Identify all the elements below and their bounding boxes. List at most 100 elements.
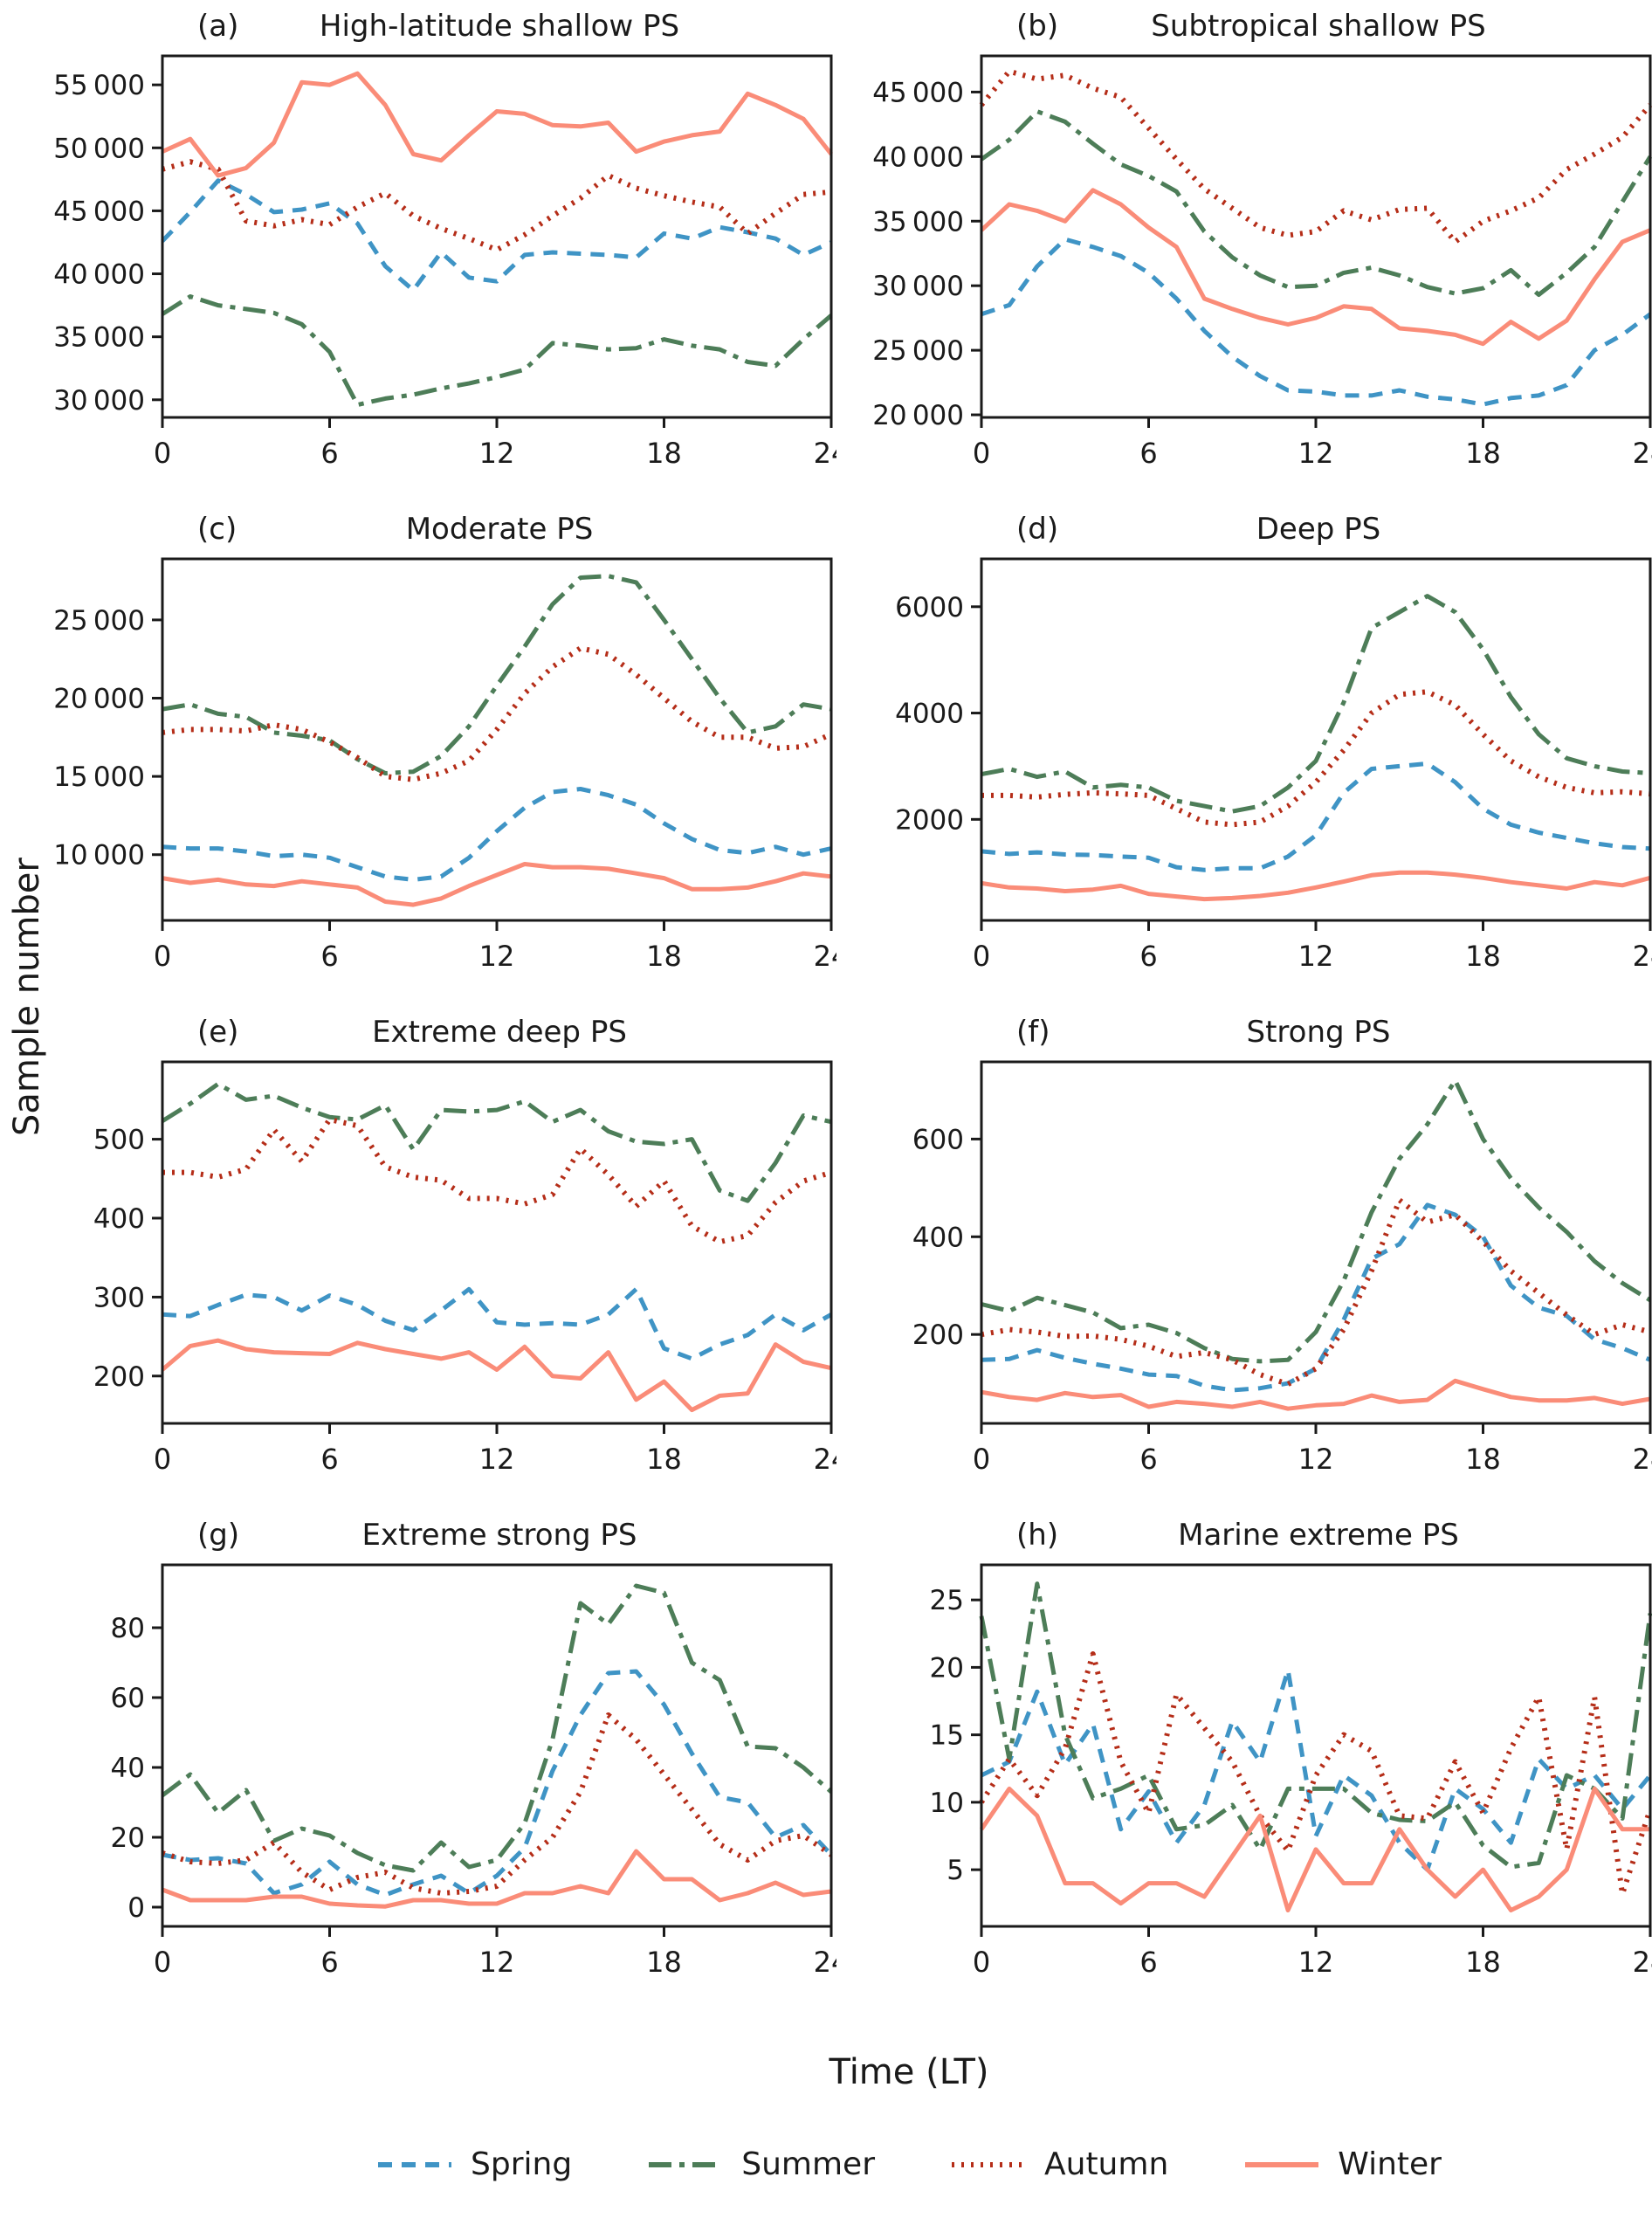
y-tick-label: 10 xyxy=(930,1788,964,1819)
plot-border xyxy=(161,1563,833,1928)
y-tick-label: 300 xyxy=(93,1282,145,1313)
plot-border xyxy=(980,1060,1652,1425)
x-tick-label: 0 xyxy=(154,437,171,468)
y-tick-label: 200 xyxy=(912,1319,964,1351)
y-tick-label: 20 000 xyxy=(872,400,964,431)
panel-h-plot: 5 10 15 20 25 0 6 12 18 24 xyxy=(930,1563,1652,1977)
panel-b-plot: 20 000 25 000 30 000 35 000 40 000 45 000 0 6 12… xyxy=(872,54,1652,468)
y-tick-label: 45 000 xyxy=(872,77,964,108)
panel-title: Deep PS xyxy=(1256,512,1381,547)
y-tick-label: 500 xyxy=(93,1125,145,1156)
winter-line-swatch xyxy=(1245,2161,1319,2167)
y-tick-label: 35 000 xyxy=(53,322,145,354)
panel-letter: (c) xyxy=(197,512,237,547)
legend: Spring Summer Autumn Winter xyxy=(0,2146,1652,2182)
plot-border xyxy=(161,54,833,419)
x-tick-label: 6 xyxy=(1139,1443,1157,1474)
y-tick-label: 30 000 xyxy=(872,271,964,302)
legend-label-autumn: Autumn xyxy=(1044,2146,1169,2182)
series-line-autumn xyxy=(162,1712,833,1896)
series-line-autumn xyxy=(162,645,833,782)
legend-item-winter: Winter xyxy=(1243,2146,1442,2182)
panel-e-header: (e) Extreme deep PS xyxy=(51,1011,836,1057)
x-tick-label: 6 xyxy=(1139,437,1157,468)
spring-line-swatch xyxy=(378,2161,452,2167)
x-tick-label: 12 xyxy=(479,1443,515,1474)
y-tick-label: 400 xyxy=(93,1203,145,1235)
panel-d-header: (d) Deep PS xyxy=(870,508,1652,554)
autumn-line-swatch xyxy=(952,2161,1025,2167)
series-line-summer xyxy=(161,1583,833,1873)
x-tick-label: 18 xyxy=(1465,437,1501,468)
panel-letter: (a) xyxy=(197,9,239,44)
y-tick-label: 6000 xyxy=(895,592,964,623)
x-tick-label: 6 xyxy=(320,1443,338,1474)
series-line-summer xyxy=(981,594,1651,814)
y-tick-label: 40 000 xyxy=(872,141,964,173)
panel-letter: (e) xyxy=(197,1015,239,1050)
panel-d: (d) Deep PS 2000 4000 6000 0 6 12 18 24 xyxy=(870,508,1652,971)
panel-f: (f) Strong PS 200 400 600 0 6 12 18 24 xyxy=(870,1011,1652,1474)
x-tick-label: 24 xyxy=(814,1443,836,1474)
series-line-winter xyxy=(981,870,1651,902)
panel-title: High-latitude shallow PS xyxy=(319,9,680,44)
y-tick-label: 4000 xyxy=(895,699,964,730)
y-tick-label: 10 000 xyxy=(53,840,145,871)
legend-label-summer: Summer xyxy=(741,2146,875,2182)
y-tick-label: 5 xyxy=(946,1855,964,1886)
panel-letter: (b) xyxy=(1016,9,1059,44)
x-tick-label: 0 xyxy=(154,940,171,971)
x-tick-label: 6 xyxy=(1139,940,1157,971)
x-tick-label: 18 xyxy=(1465,1443,1501,1474)
x-tick-label: 24 xyxy=(1633,1946,1652,1977)
panel-e-plot: 200 300 400 500 0 6 12 18 24 xyxy=(93,1060,836,1474)
series-line-autumn xyxy=(981,1197,1651,1388)
x-tick-label: 18 xyxy=(646,1946,682,1977)
panel-b: (b) Subtropical shallow PS 20 000 25 000 3… xyxy=(870,5,1652,468)
panel-letter: (d) xyxy=(1016,512,1059,547)
panel-h-header: (h) Marine extreme PS xyxy=(870,1514,1652,1560)
y-tick-label: 200 xyxy=(93,1361,145,1393)
x-tick-label: 0 xyxy=(154,1946,171,1977)
y-tick-label: 15 xyxy=(930,1720,964,1752)
x-tick-label: 18 xyxy=(646,1443,682,1474)
x-tick-label: 12 xyxy=(1298,940,1334,971)
x-tick-label: 18 xyxy=(1465,940,1501,971)
panel-d-plot: 2000 4000 6000 0 6 12 18 24 xyxy=(895,557,1652,971)
y-tick-label: 25 000 xyxy=(53,605,145,637)
series-line-winter xyxy=(161,71,833,178)
series-line-spring xyxy=(981,237,1652,407)
x-tick-label: 0 xyxy=(973,437,990,468)
series-line-spring xyxy=(162,1286,833,1361)
x-tick-label: 12 xyxy=(1298,1443,1334,1474)
plot-border xyxy=(980,54,1652,419)
y-tick-label: 55 000 xyxy=(53,70,145,101)
series-line-autumn xyxy=(979,1651,1652,1897)
series-line-winter xyxy=(979,1786,1650,1912)
x-tick-label: 24 xyxy=(814,437,836,468)
x-tick-label: 6 xyxy=(1139,1946,1157,1977)
y-tick-label: 2000 xyxy=(895,804,964,836)
x-tick-label: 6 xyxy=(320,940,338,971)
x-tick-label: 18 xyxy=(646,940,682,971)
panel-a-plot: 30 000 35 000 40 000 45 000 50 000 55 000 0 6 12… xyxy=(53,54,836,468)
y-tick-label: 0 xyxy=(127,1892,145,1924)
panel-b-header: (b) Subtropical shallow PS xyxy=(870,5,1652,51)
x-axis-label: Time (LT) xyxy=(829,2052,989,2092)
plot-border xyxy=(980,557,1652,922)
y-tick-label: 80 xyxy=(111,1613,145,1644)
x-tick-label: 12 xyxy=(1298,1946,1334,1977)
series-line-winter xyxy=(980,188,1651,347)
x-tick-label: 6 xyxy=(320,437,338,468)
x-tick-label: 24 xyxy=(1633,437,1652,468)
y-tick-label: 400 xyxy=(912,1222,964,1253)
y-tick-label: 40 xyxy=(111,1753,145,1784)
x-tick-label: 24 xyxy=(814,1946,836,1977)
x-tick-label: 24 xyxy=(1633,1443,1652,1474)
series-line-spring xyxy=(981,1202,1651,1393)
panel-g: (g) Extreme strong PS 0 20 40 60 80 0 6 12 18 24 xyxy=(51,1514,836,1977)
series-line-summer xyxy=(162,574,832,775)
y-tick-label: 25 xyxy=(930,1585,964,1616)
x-tick-label: 6 xyxy=(320,1946,338,1977)
